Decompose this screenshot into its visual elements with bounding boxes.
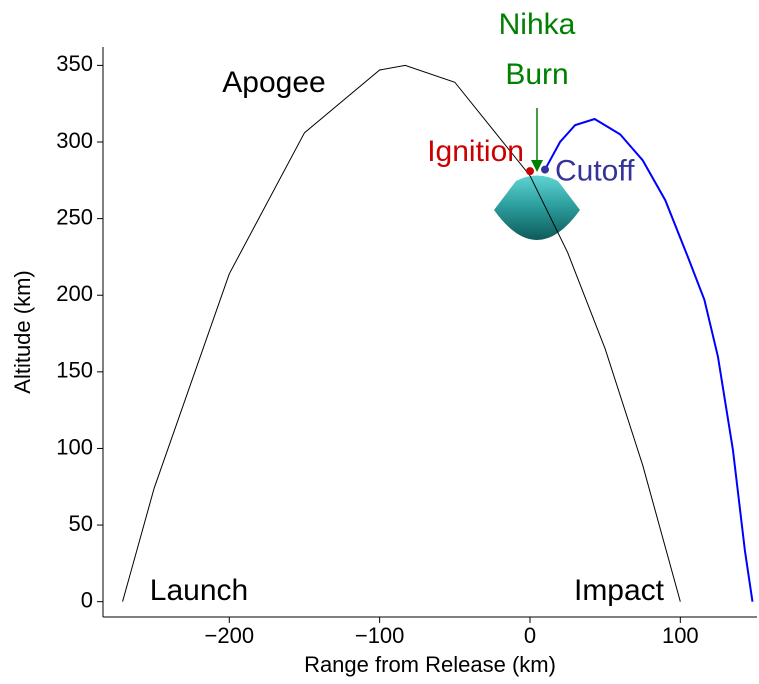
x-tick-label: −100 — [355, 623, 405, 648]
annotation: Impact — [574, 574, 665, 607]
y-tick-label: 300 — [56, 128, 93, 153]
trajectory-line — [123, 65, 681, 601]
y-tick-label: 200 — [56, 281, 93, 306]
event-point — [541, 166, 549, 174]
y-tick-label: 150 — [56, 358, 93, 383]
y-axis-label: Altitude (km) — [10, 270, 35, 393]
x-axis-label: Range from Release (km) — [304, 652, 556, 677]
event-label: Ignition — [427, 135, 524, 168]
trajectory-line — [545, 119, 752, 602]
annotation: Apogee — [222, 66, 325, 99]
y-tick-label: 350 — [56, 51, 93, 76]
x-tick-label: 0 — [524, 623, 536, 648]
x-tick-label: −200 — [205, 623, 255, 648]
y-tick-label: 100 — [56, 434, 93, 459]
annotation: Launch — [150, 574, 248, 607]
event-label: Cutoff — [555, 155, 635, 188]
y-tick-label: 0 — [81, 587, 93, 612]
y-tick-label: 50 — [69, 511, 93, 536]
y-tick-label: 250 — [56, 204, 93, 229]
annotation: Nihka — [499, 8, 576, 41]
chart: Range from Release (km) Altitude (km) −2… — [0, 0, 759, 684]
event-point — [526, 167, 534, 175]
x-tick-label: 100 — [662, 623, 699, 648]
annotation: Burn — [505, 58, 568, 91]
